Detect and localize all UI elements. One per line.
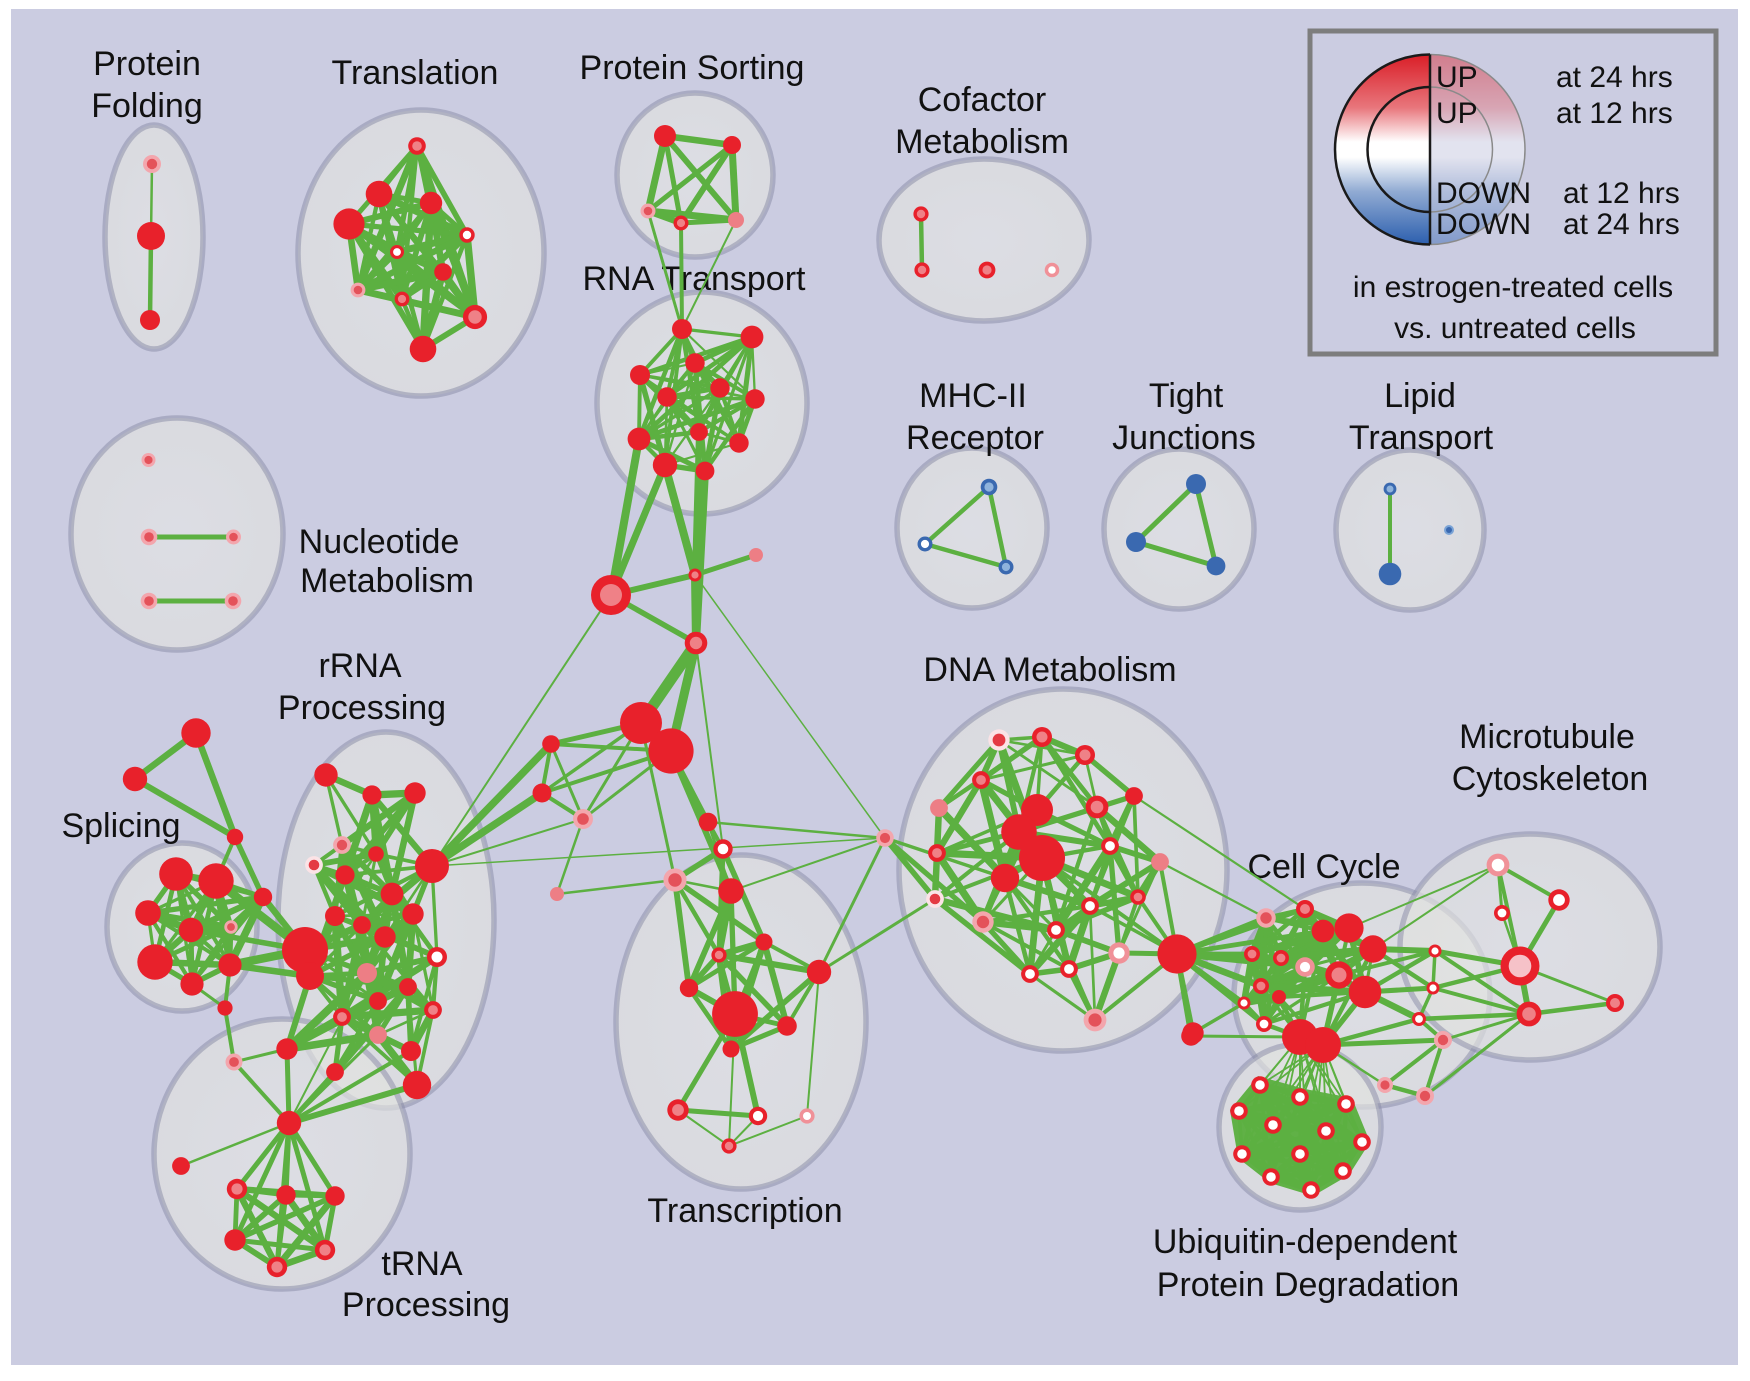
svg-text:at 12 hrs: at 12 hrs: [1563, 177, 1680, 210]
svg-text:Cell Cycle: Cell Cycle: [1247, 848, 1400, 886]
svg-text:in estrogen-treated cells: in estrogen-treated cells: [1353, 271, 1673, 304]
svg-text:at 12 hrs: at 12 hrs: [1556, 97, 1673, 130]
svg-text:Receptor: Receptor: [906, 419, 1044, 457]
svg-text:Protein Sorting: Protein Sorting: [580, 49, 805, 87]
svg-text:Transport: Transport: [1349, 419, 1494, 457]
svg-text:at 24 hrs: at 24 hrs: [1563, 208, 1680, 241]
svg-text:Protein: Protein: [93, 45, 201, 83]
svg-text:Cofactor: Cofactor: [918, 81, 1047, 119]
svg-text:Nucleotide: Nucleotide: [299, 523, 460, 561]
svg-text:Microtubule: Microtubule: [1459, 718, 1635, 756]
svg-text:Metabolism: Metabolism: [895, 123, 1069, 161]
svg-text:DOWN: DOWN: [1436, 177, 1531, 210]
svg-text:Ubiquitin-dependent: Ubiquitin-dependent: [1153, 1223, 1458, 1261]
svg-text:Junctions: Junctions: [1112, 419, 1256, 457]
svg-text:rRNA: rRNA: [318, 647, 401, 685]
svg-text:DNA Metabolism: DNA Metabolism: [923, 651, 1176, 689]
svg-text:Splicing: Splicing: [61, 807, 180, 845]
svg-text:Tight: Tight: [1149, 377, 1224, 415]
svg-text:Translation: Translation: [332, 54, 499, 92]
svg-text:Lipid: Lipid: [1384, 377, 1456, 415]
svg-text:UP: UP: [1436, 97, 1478, 130]
svg-text:tRNA: tRNA: [381, 1245, 463, 1283]
svg-text:Transcription: Transcription: [647, 1192, 842, 1230]
svg-text:at 24 hrs: at 24 hrs: [1556, 61, 1673, 94]
svg-text:RNA Transport: RNA Transport: [583, 260, 807, 298]
svg-text:vs. untreated cells: vs. untreated cells: [1394, 312, 1636, 345]
svg-text:Protein Degradation: Protein Degradation: [1157, 1266, 1459, 1304]
svg-text:Folding: Folding: [91, 87, 203, 125]
svg-text:Processing: Processing: [342, 1286, 510, 1324]
svg-text:UP: UP: [1436, 61, 1478, 94]
svg-text:DOWN: DOWN: [1436, 208, 1531, 241]
svg-text:Metabolism: Metabolism: [300, 562, 474, 600]
svg-text:Cytoskeleton: Cytoskeleton: [1452, 760, 1649, 798]
svg-text:Processing: Processing: [278, 689, 446, 727]
svg-text:MHC-II: MHC-II: [919, 377, 1027, 415]
